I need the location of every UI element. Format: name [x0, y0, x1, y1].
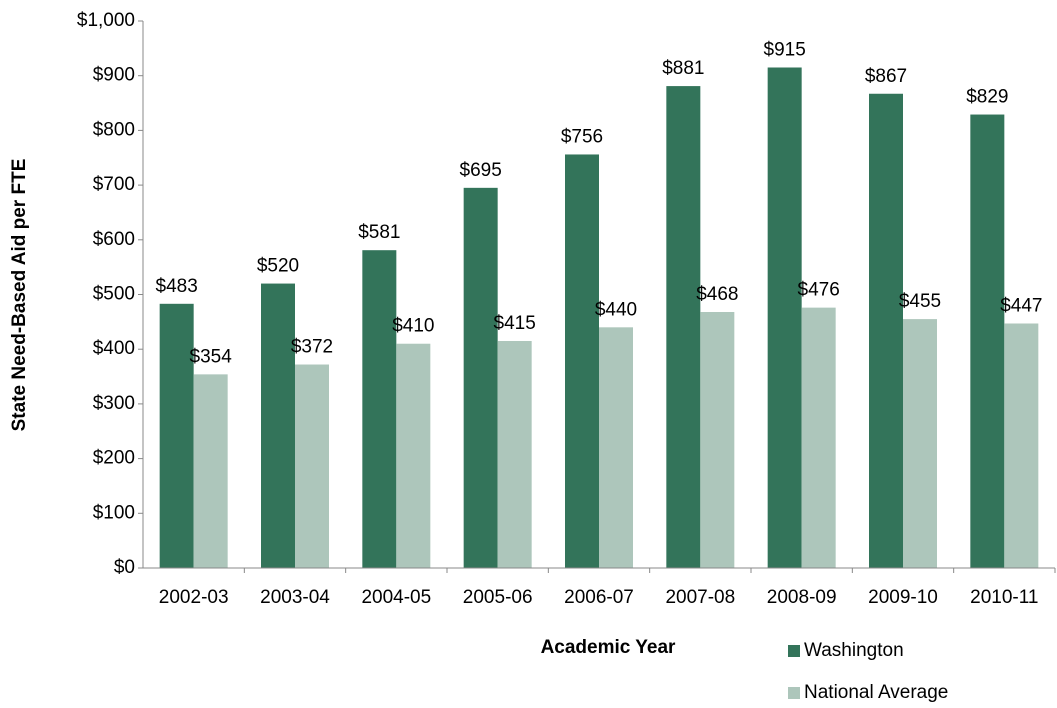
- legend-label: Washington: [804, 640, 904, 661]
- bar: [565, 154, 599, 568]
- value-label: $915: [764, 40, 806, 61]
- bar: [362, 250, 397, 568]
- value-label: $415: [494, 313, 536, 334]
- y-tick-label: $500: [93, 284, 135, 305]
- value-label: $756: [561, 126, 603, 147]
- value-label: $695: [460, 160, 502, 181]
- x-tick-label: 2007-08: [665, 587, 735, 608]
- y-tick-label: $200: [93, 448, 135, 469]
- value-label: $354: [190, 346, 233, 367]
- legend-label: National Average: [804, 682, 948, 703]
- value-label: $483: [156, 276, 198, 297]
- bar: [903, 319, 937, 568]
- bar: [869, 93, 903, 568]
- y-tick-label: $300: [93, 393, 135, 414]
- bar: [463, 187, 498, 568]
- y-tick-label: $800: [93, 119, 135, 140]
- bar: [666, 86, 701, 568]
- x-tick-label: 2002-03: [159, 587, 229, 608]
- value-label: $581: [358, 222, 400, 243]
- bar: [767, 67, 802, 569]
- bar: [497, 340, 532, 568]
- y-axis-label: State Need-Based Aid per FTE: [9, 159, 30, 432]
- value-label: $881: [662, 58, 704, 79]
- x-tick-label: 2005-06: [463, 587, 533, 608]
- y-tick-label: $1,000: [77, 10, 135, 31]
- y-tick-label: $600: [93, 229, 135, 250]
- value-label: $455: [899, 291, 941, 312]
- value-label: $468: [696, 284, 738, 305]
- y-tick-label: $400: [93, 338, 135, 359]
- value-label: $372: [291, 337, 333, 358]
- y-tick-label: $0: [114, 557, 135, 578]
- x-tick-label: 2004-05: [361, 587, 431, 608]
- y-tick-label: $700: [93, 174, 135, 195]
- x-tick-label: 2006-07: [564, 587, 634, 608]
- bar: [599, 327, 633, 568]
- x-tick-label: 2009-10: [868, 587, 938, 608]
- x-tick-label: 2008-09: [767, 587, 837, 608]
- x-tick-label: 2010-11: [970, 587, 1038, 608]
- value-label: $829: [966, 87, 1008, 108]
- bar: [700, 312, 735, 568]
- bar: [970, 114, 1005, 569]
- legend-swatch: [788, 687, 800, 699]
- y-tick-label: $900: [93, 65, 135, 86]
- legend-swatch: [788, 645, 800, 657]
- bar: [261, 283, 295, 568]
- value-label: $447: [1000, 296, 1042, 317]
- value-label: $476: [798, 280, 840, 301]
- value-label: $410: [392, 316, 434, 337]
- y-tick-label: $100: [93, 502, 135, 523]
- bar: [159, 303, 194, 568]
- bar: [193, 374, 228, 568]
- x-tick-label: 2003-04: [260, 587, 330, 608]
- bar: [801, 307, 836, 568]
- bar: [1004, 323, 1039, 568]
- x-axis-label: Academic Year: [541, 637, 676, 658]
- value-label: $520: [257, 256, 299, 277]
- bar: [396, 343, 431, 568]
- value-label: $867: [865, 66, 907, 87]
- bar: [295, 364, 329, 568]
- value-label: $440: [595, 299, 637, 320]
